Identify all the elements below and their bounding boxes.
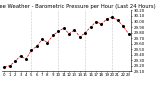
Title: Milwaukee Weather - Barometric Pressure per Hour (Last 24 Hours): Milwaukee Weather - Barometric Pressure … xyxy=(0,4,155,9)
